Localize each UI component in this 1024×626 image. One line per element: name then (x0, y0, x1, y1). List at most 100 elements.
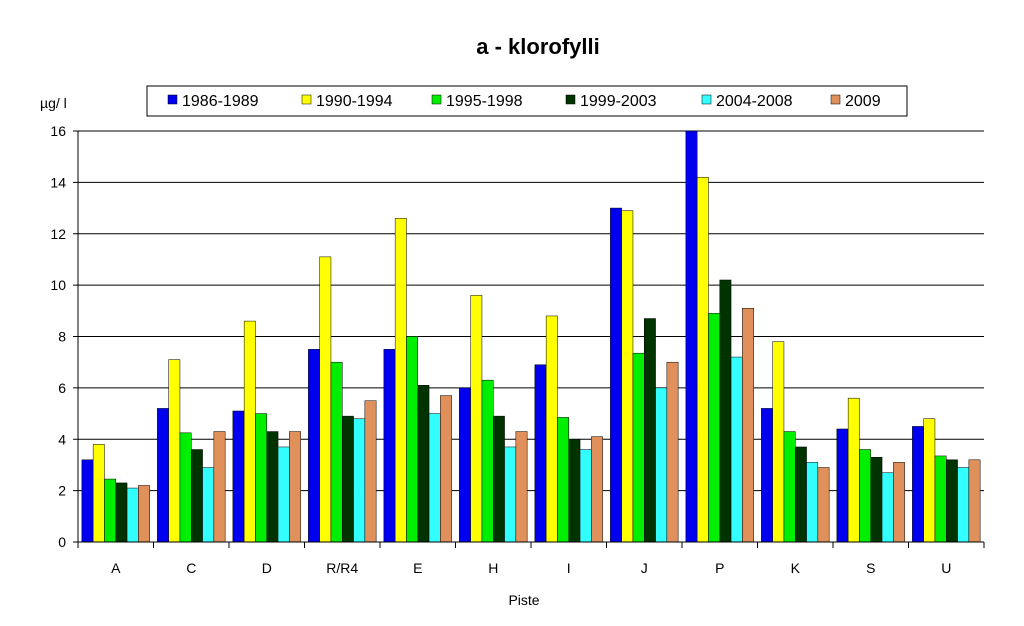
bar-1990-1994-I (545, 315, 558, 543)
bar-2009-U (968, 459, 981, 543)
y-tick-label: 14 (50, 174, 66, 190)
x-tick-label: J (641, 560, 648, 576)
gridlines (78, 130, 984, 492)
bar-1990-1994-J (621, 210, 634, 543)
x-tick-label: E (413, 560, 422, 576)
x-tick-label: K (791, 560, 801, 576)
bar-1999-2003-U (946, 459, 958, 543)
legend-swatch-2009 (830, 94, 841, 105)
x-tick-label: I (567, 560, 571, 576)
bar-2004-2008-R/R4 (353, 418, 366, 543)
bar-1990-1994-S (847, 397, 860, 543)
bar-2004-2008-S (881, 472, 894, 543)
bar-1986-1989-U (912, 426, 924, 543)
bar-1990-1994-U (923, 418, 936, 543)
y-tick-label: 6 (58, 380, 66, 396)
y-tick-label: 2 (58, 483, 66, 499)
legend-label-1986-1989: 1986-1989 (182, 93, 259, 110)
legend-swatch-1995-1998 (431, 94, 442, 105)
legend: 1986-1989 1990-1994 1995-1998 1999-2003 2004… (146, 85, 908, 117)
bar-2009-A (138, 485, 150, 543)
legend-label-2009: 2009 (845, 93, 881, 110)
y-tick-labels: 0 2 4 6 8 10 12 14 16 (50, 123, 66, 550)
bar-2009-J (666, 361, 679, 543)
bar-1999-2003-C (191, 449, 203, 543)
bar-1999-2003-K (795, 446, 807, 543)
bar-1986-1989-I (534, 364, 547, 543)
bar-1995-1998-P (708, 313, 721, 543)
x-tick-label: C (186, 560, 196, 576)
bar-1995-1998-A (104, 478, 116, 543)
bar-1990-1994-P (696, 176, 709, 543)
bar-2004-2008-C (202, 467, 215, 543)
bar-2009-I (591, 436, 603, 543)
bar-1999-2003-P (719, 279, 732, 543)
bar-1990-1994-E (394, 218, 407, 543)
x-tick-label: S (866, 560, 875, 576)
bar-1986-1989-S (836, 428, 849, 543)
bar-2009-E (440, 395, 452, 543)
x-tick-label: A (111, 560, 121, 576)
bar-2009-S (893, 462, 905, 543)
bar-1986-1989-A (81, 459, 94, 543)
bar-1986-1989-E (383, 349, 396, 543)
bar-2004-2008-H (504, 446, 517, 543)
bar-2004-2008-D (277, 446, 290, 543)
x-tick-label: D (262, 560, 272, 576)
y-tick-label: 8 (58, 329, 66, 345)
legend-label-1995-1998: 1995-1998 (446, 93, 523, 110)
bar-1986-1989-C (157, 408, 169, 543)
bar-2004-2008-J (655, 387, 668, 543)
bar-1995-1998-C (179, 432, 192, 543)
bar-1990-1994-K (772, 341, 785, 543)
bar-1999-2003-J (644, 318, 656, 543)
bar-1990-1994-A (92, 444, 105, 543)
legend-label-1999-2003: 1999-2003 (580, 93, 657, 110)
bar-1999-2003-R/R4 (342, 415, 354, 543)
y-tick-label: 12 (50, 226, 66, 242)
y-tick-label: 16 (50, 123, 66, 139)
x-tick-label: R/R4 (326, 560, 358, 576)
legend-swatch-2004-2008 (701, 94, 712, 105)
bar-2009-D (289, 431, 301, 543)
legend-swatch-1990-1994 (301, 94, 312, 105)
x-tick-labels: A C D R/R4 E H I J P K S U (111, 560, 951, 576)
legend-box (146, 85, 908, 117)
bar-1986-1989-D (232, 410, 245, 543)
bar-2004-2008-I (579, 449, 592, 543)
bar-1995-1998-R/R4 (330, 361, 343, 543)
bar-1986-1989-J (610, 207, 622, 543)
bar-2004-2008-E (428, 413, 441, 543)
y-tick-label: 10 (50, 277, 66, 293)
bar-2009-H (515, 431, 528, 543)
bar-1999-2003-D (266, 431, 279, 543)
bar-1986-1989-K (761, 408, 773, 543)
bar-1990-1994-C (168, 359, 181, 543)
bar-1995-1998-S (859, 449, 872, 543)
bar-1995-1998-D (255, 413, 267, 543)
y-axis-label: µg/ l (40, 95, 67, 111)
bars (81, 130, 981, 543)
x-axis-label: Piste (508, 592, 539, 608)
legend-label-1990-1994: 1990-1994 (316, 93, 393, 110)
bar-1990-1994-H (470, 295, 483, 543)
bar-1999-2003-E (417, 385, 430, 543)
bar-1995-1998-U (934, 455, 947, 543)
bar-1990-1994-R/R4 (319, 256, 332, 543)
bar-2004-2008-K (806, 462, 819, 543)
bar-1990-1994-D (243, 320, 256, 543)
bar-2009-P (742, 307, 754, 543)
bar-1999-2003-I (568, 439, 581, 543)
bar-1999-2003-H (493, 415, 505, 543)
bar-1986-1989-P (685, 130, 698, 543)
legend-swatch-1986-1989 (167, 94, 178, 105)
bar-2009-R/R4 (364, 400, 377, 543)
chart-title: a - klorofylli (476, 34, 599, 59)
bar-1995-1998-H (481, 379, 494, 543)
bar-1986-1989-H (459, 387, 471, 543)
y-tick-label: 0 (58, 534, 66, 550)
bar-1995-1998-J (632, 352, 645, 543)
bar-1995-1998-K (783, 431, 796, 543)
y-tick-label: 4 (58, 431, 66, 447)
